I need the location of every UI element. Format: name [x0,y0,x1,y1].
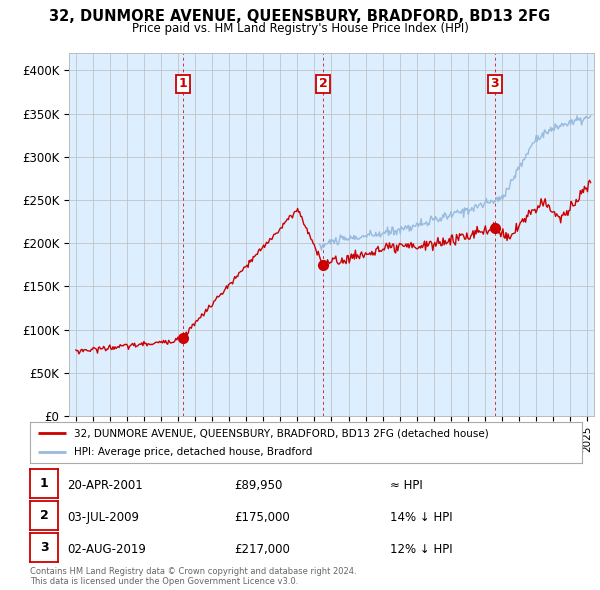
Text: 3: 3 [490,77,499,90]
Text: 03-JUL-2009: 03-JUL-2009 [67,511,139,524]
Text: 1: 1 [40,477,49,490]
Text: 32, DUNMORE AVENUE, QUEENSBURY, BRADFORD, BD13 2FG (detached house): 32, DUNMORE AVENUE, QUEENSBURY, BRADFORD… [74,428,489,438]
Text: 32, DUNMORE AVENUE, QUEENSBURY, BRADFORD, BD13 2FG: 32, DUNMORE AVENUE, QUEENSBURY, BRADFORD… [49,9,551,24]
Text: £175,000: £175,000 [234,511,290,524]
Text: £217,000: £217,000 [234,543,290,556]
Text: £89,950: £89,950 [234,479,283,492]
Text: 2: 2 [40,509,49,522]
Text: Price paid vs. HM Land Registry's House Price Index (HPI): Price paid vs. HM Land Registry's House … [131,22,469,35]
Text: 1: 1 [179,77,188,90]
Text: ≈ HPI: ≈ HPI [390,479,423,492]
Text: 02-AUG-2019: 02-AUG-2019 [67,543,146,556]
Text: Contains HM Land Registry data © Crown copyright and database right 2024.
This d: Contains HM Land Registry data © Crown c… [30,567,356,586]
Text: 2: 2 [319,77,328,90]
Text: 3: 3 [40,540,49,554]
Text: HPI: Average price, detached house, Bradford: HPI: Average price, detached house, Brad… [74,447,313,457]
Text: 20-APR-2001: 20-APR-2001 [67,479,143,492]
Text: 14% ↓ HPI: 14% ↓ HPI [390,511,452,524]
Text: 12% ↓ HPI: 12% ↓ HPI [390,543,452,556]
